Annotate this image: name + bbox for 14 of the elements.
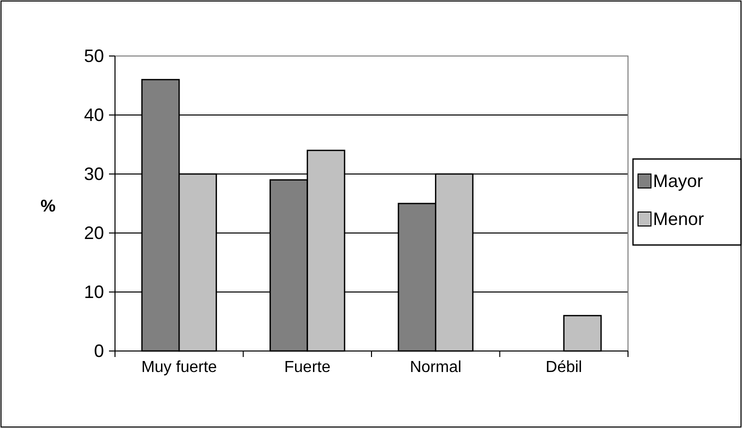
y-axis-title: % bbox=[40, 196, 56, 216]
x-tick-label: Normal bbox=[410, 359, 462, 376]
legend-label: Mayor bbox=[653, 171, 704, 191]
y-tick-label: 0 bbox=[94, 340, 104, 361]
y-tick-label: 50 bbox=[84, 46, 104, 66]
y-tick-label: 40 bbox=[84, 104, 104, 125]
x-tick-label: Débil bbox=[546, 359, 582, 376]
bar bbox=[563, 314, 602, 352]
y-tick-label: 10 bbox=[84, 282, 104, 302]
x-tick-label: Muy fuerte bbox=[141, 359, 218, 376]
y-tick-label: 20 bbox=[84, 222, 104, 243]
y-tick-label: 30 bbox=[84, 164, 104, 184]
legend-label: Menor bbox=[653, 209, 704, 229]
x-tick-label: Fuerte bbox=[284, 359, 331, 376]
